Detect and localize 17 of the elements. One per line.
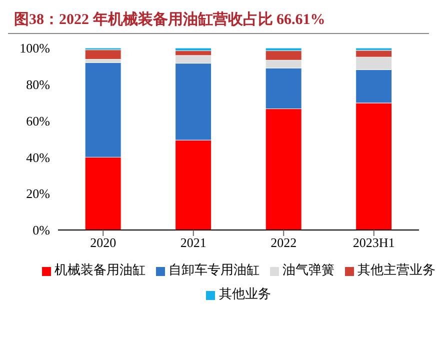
y-tick-label: 20% <box>26 186 50 202</box>
bar <box>84 50 122 60</box>
x-tick-label: 2022 <box>270 235 297 250</box>
legend-label: 自卸车专用油缸 <box>168 262 260 277</box>
chart-title: 图38：2022 年机械装备用油缸营收占比 66.61% <box>8 8 429 34</box>
y-tick-label: 80% <box>26 77 50 92</box>
y-tick-label: 0% <box>32 222 50 238</box>
y-tick-label: 40% <box>26 150 50 165</box>
legend-label: 机械装备用油缸 <box>54 262 146 277</box>
x-tick-label: 2021 <box>180 235 206 250</box>
y-tick-label: 100% <box>20 40 50 56</box>
legend-label: 其他业务 <box>219 286 271 301</box>
legend-label: 其他主营业务 <box>358 262 436 277</box>
x-tick-label: 2023H1 <box>352 235 395 250</box>
x-tick-label: 2020 <box>90 235 116 250</box>
y-tick-label: 60% <box>26 113 50 128</box>
legend-label: 油气弹簧 <box>282 262 334 277</box>
